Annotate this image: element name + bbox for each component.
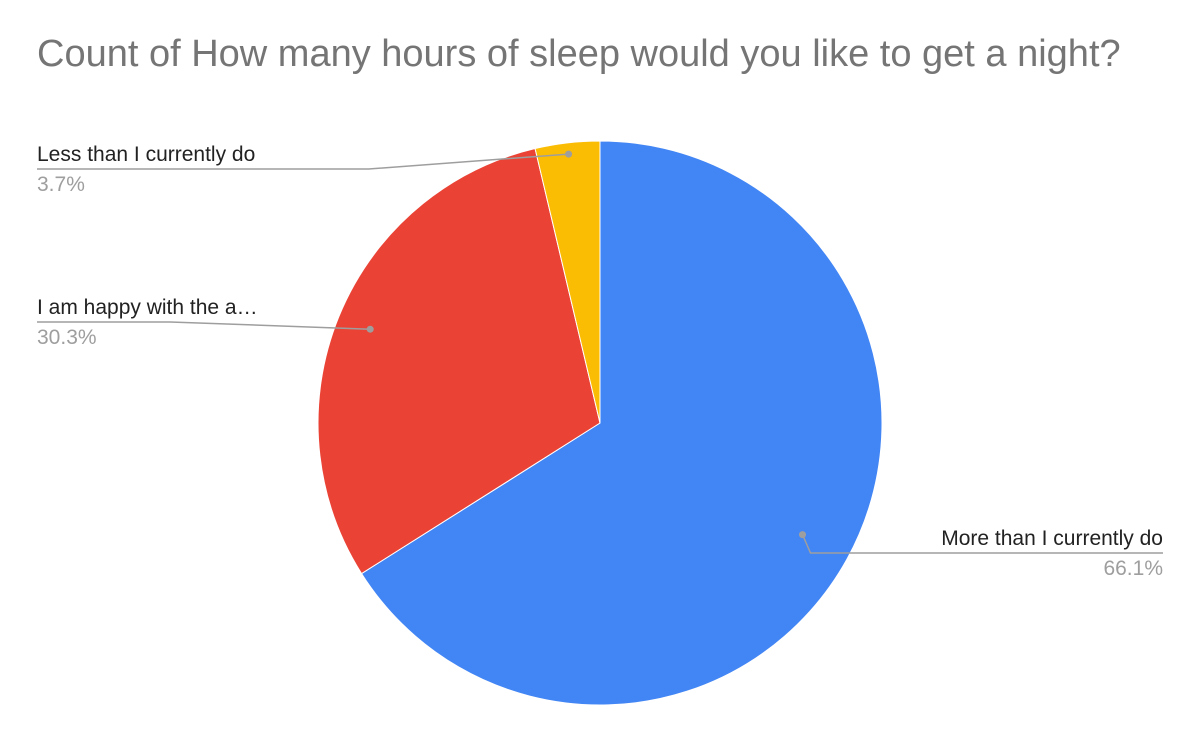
leader-line-i-am-happy-with-the-a (37, 321, 371, 330)
slice-label-more-than-i-currently-do: More than I currently do (941, 527, 1163, 550)
slice-label-i-am-happy-with-the-a: I am happy with the a… (37, 296, 258, 319)
pie-slices (317, 140, 883, 706)
slice-percent-less-than-i-currently-do: 3.7% (37, 173, 85, 196)
chart-title: Count of How many hours of sleep would y… (37, 33, 1121, 75)
pie-slice-less-than-i-currently-do (534, 140, 601, 424)
slice-label-less-than-i-currently-do: Less than I currently do (37, 143, 255, 166)
leader-dot-less-than-i-currently-do (565, 150, 573, 158)
pie-slice-more-than-i-currently-do (360, 140, 883, 706)
pie-labels: More than I currently do 66.1% I am happy … (37, 143, 1163, 580)
leader-dot-i-am-happy-with-the-a (366, 325, 374, 333)
leader-line-less-than-i-currently-do (37, 153, 569, 170)
pie-slice-i-am-happy-with-the-a (317, 147, 601, 575)
leader-line-more-than-i-currently-do (801, 534, 1163, 554)
slice-percent-i-am-happy-with-the-a: 30.3% (37, 326, 97, 349)
leader-dot-more-than-i-currently-do (799, 531, 806, 539)
slice-percent-more-than-i-currently-do: 66.1% (1103, 557, 1163, 580)
